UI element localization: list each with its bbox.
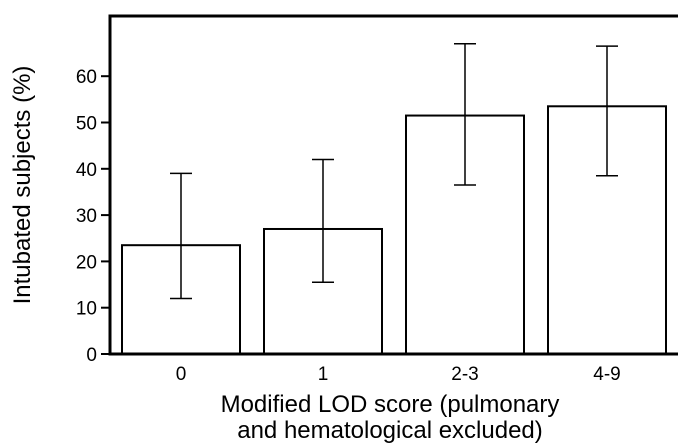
y-ticks-group: 0 10 20 30 40 50 60 (76, 67, 110, 366)
y-tick-label: 40 (76, 160, 97, 181)
y-tick-label: 50 (76, 113, 97, 134)
y-tick-label: 60 (76, 67, 97, 88)
error-bars-group (170, 43, 618, 300)
x-tick-label: 1 (318, 364, 329, 385)
x-ticks-group: 0 1 2-3 4-9 (176, 364, 621, 385)
y-tick-label: 30 (76, 206, 97, 227)
x-axis-title-line2: and hematological excluded) (237, 417, 543, 444)
x-tick-label: 2-3 (451, 364, 478, 385)
x-tick-label: 4-9 (593, 364, 620, 385)
y-tick-label: 10 (76, 299, 97, 320)
bars-group (121, 105, 667, 356)
y-tick-label: 20 (76, 252, 97, 273)
x-axis-title-line1: Modified LOD score (pulmonary (221, 391, 560, 418)
y-axis-title: Intubated subjects (%) (9, 66, 36, 305)
y-tick-label: 0 (86, 345, 97, 366)
x-tick-label: 0 (176, 364, 187, 385)
